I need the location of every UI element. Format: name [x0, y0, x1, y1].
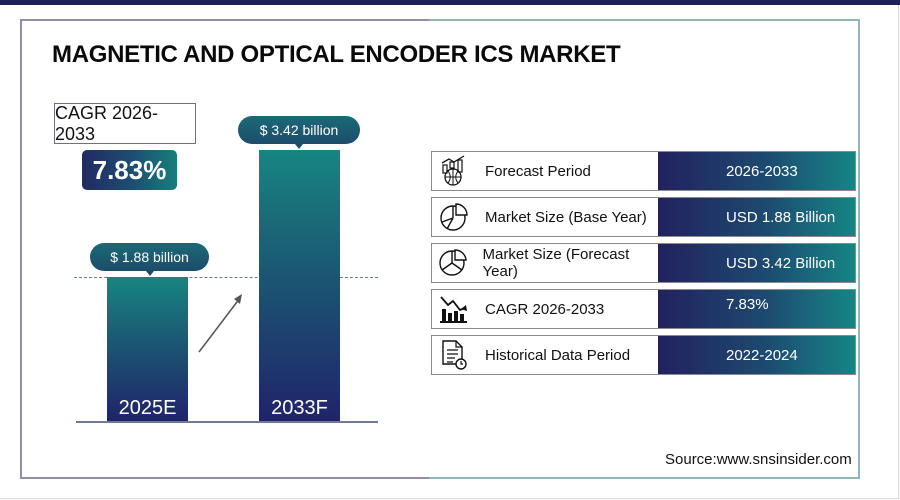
cagr-value: 7.83% [82, 150, 177, 190]
row-value: USD 3.42 Billion [726, 254, 836, 272]
bar-2025: 2025E [107, 277, 188, 422]
bar-label-2025: 2025E [118, 397, 177, 419]
card-frame-right [429, 19, 860, 479]
row-value: 7.83% [726, 296, 769, 313]
growth-arrow-icon [198, 294, 242, 353]
document-clock-icon [432, 339, 476, 371]
reference-line [74, 277, 378, 278]
source-credit: Source:www.snsinsider.com [665, 451, 852, 468]
row-label: Historical Data Period [485, 346, 631, 364]
row-label: Market Size (Forecast Year) [482, 246, 630, 280]
table-row: Market Size (Base Year) USD 1.88 Billion [431, 197, 856, 237]
bar-value-bubble-2025: $ 1.88 billion [90, 243, 209, 276]
page-title: MAGNETIC AND OPTICAL ENCODER ICS MARKET [52, 41, 621, 68]
row-label: Market Size (Base Year) [485, 208, 647, 226]
table-row: Historical Data Period 2022-2024 [431, 335, 856, 375]
cagr-label: CAGR 2026-2033 [54, 103, 196, 144]
table-row: Forecast Period 2026-2033 [431, 151, 856, 191]
pie-chart-icon [432, 248, 474, 278]
pie-chart-icon [432, 202, 476, 232]
row-value: 2026-2033 [726, 162, 798, 180]
x-axis-baseline [76, 421, 378, 423]
summary-table: Forecast Period 2026-2033 Market Size (B… [431, 151, 856, 381]
row-label: CAGR 2026-2033 [485, 300, 605, 318]
row-value: USD 1.88 Billion [726, 208, 836, 226]
table-row: CAGR 2026-2033 7.83% [431, 289, 856, 329]
row-label: Forecast Period [485, 162, 591, 180]
bar-value-bubble-2033: $ 3.42 billion [238, 116, 360, 149]
bar-2033: 2033F [259, 150, 340, 422]
card-frame-left [20, 19, 429, 479]
outer-frame [0, 5, 899, 499]
top-band [0, 0, 900, 5]
globe-chart-icon [432, 155, 476, 187]
bar-chart-icon [432, 294, 476, 324]
table-row: Market Size (Forecast Year) USD 3.42 Bil… [431, 243, 856, 283]
row-value: 2022-2024 [726, 346, 798, 364]
bar-label-2033: 2033F [271, 397, 328, 419]
